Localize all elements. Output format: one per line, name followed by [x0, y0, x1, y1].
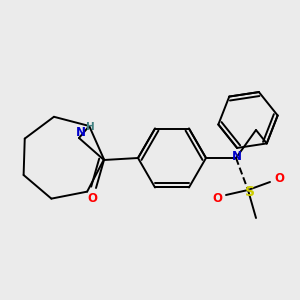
Text: N: N	[232, 151, 242, 164]
Text: H: H	[85, 122, 94, 132]
Text: S: S	[245, 185, 255, 199]
Text: N: N	[76, 127, 86, 140]
Text: O: O	[212, 191, 222, 205]
Text: O: O	[274, 172, 284, 185]
Text: O: O	[87, 191, 97, 205]
